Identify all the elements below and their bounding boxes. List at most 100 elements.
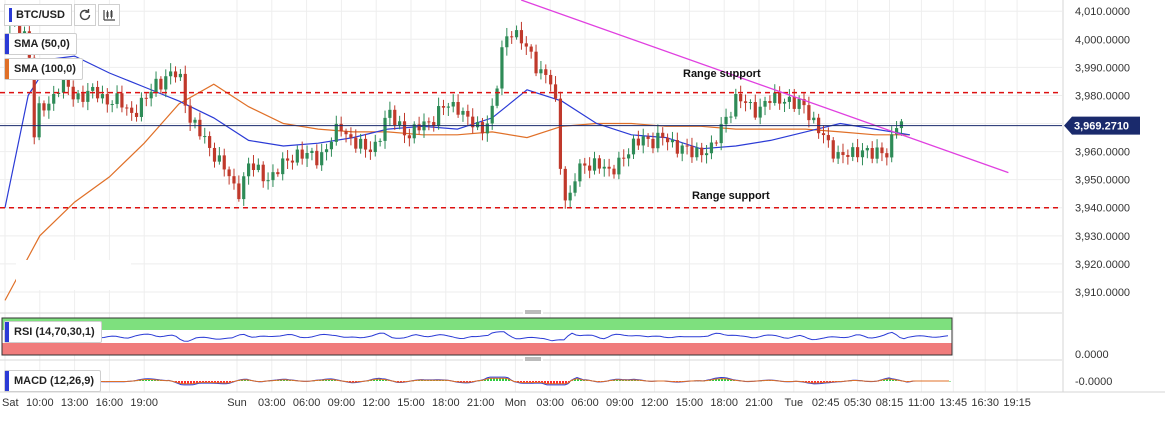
macd-histogram-bar — [196, 381, 198, 384]
descending-trendline[interactable] — [520, 0, 1009, 174]
candle — [729, 111, 733, 124]
macd-histogram-bar — [484, 379, 486, 381]
candle-body — [885, 153, 889, 158]
price-tick-label: 3,910.0000 — [1075, 287, 1130, 299]
candle — [646, 133, 650, 147]
candle-body — [354, 137, 358, 149]
candle — [295, 145, 299, 166]
candle-body — [763, 100, 767, 107]
candle — [510, 31, 514, 44]
candle-body — [188, 105, 192, 123]
macd-histogram-bar — [817, 381, 819, 384]
candle — [222, 148, 226, 177]
candle — [899, 118, 904, 136]
macd-histogram-bar — [718, 378, 720, 381]
candle — [607, 158, 611, 177]
candle — [320, 143, 324, 171]
candle-body — [851, 147, 855, 157]
candlestick-icon[interactable] — [97, 4, 120, 26]
rsi-resize-handle[interactable] — [523, 309, 543, 315]
candle — [412, 121, 416, 144]
candle-body — [753, 102, 757, 118]
candle — [485, 115, 489, 142]
candle-body — [461, 110, 465, 115]
rsi-indicator-button[interactable]: RSI (14,70,30,1) — [4, 321, 102, 343]
lower-support-annotation: Range support — [692, 190, 770, 202]
candle-body — [480, 122, 485, 134]
candle-body — [281, 158, 285, 175]
candle-body — [870, 148, 874, 159]
candle-body — [724, 116, 728, 125]
time-tick-label: 16:00 — [96, 397, 124, 409]
candle — [115, 85, 119, 109]
candle — [305, 145, 309, 167]
macd-histogram-bar — [814, 381, 816, 384]
symbol-label: BTC/USD — [16, 9, 65, 21]
time-tick-label: 15:00 — [676, 397, 704, 409]
candle-body — [471, 116, 475, 128]
upper-support-annotation: Range support — [683, 68, 761, 80]
macd-histogram-bar — [193, 381, 195, 384]
price-tick-label: 3,940.0000 — [1075, 203, 1130, 215]
candle-body — [695, 147, 699, 158]
candle-body — [529, 46, 533, 52]
candle — [130, 101, 134, 121]
macd-histogram-bar — [220, 381, 222, 383]
candle — [675, 132, 679, 158]
price-tick-label: 3,950.0000 — [1075, 175, 1130, 187]
sma100-indicator-button[interactable]: SMA (100,0) — [4, 58, 83, 80]
candle-body — [208, 136, 212, 148]
macd-histogram-bar — [580, 379, 582, 381]
candle-body — [398, 121, 402, 126]
price-tick-label: 3,980.0000 — [1075, 90, 1130, 102]
candle — [539, 60, 543, 80]
sma50-indicator-button[interactable]: SMA (50,0) — [4, 33, 77, 55]
candle-body — [100, 94, 105, 99]
time-tick-label: 05:30 — [844, 397, 872, 409]
candle — [441, 99, 446, 116]
refresh-icon[interactable] — [73, 4, 96, 26]
candle-body — [651, 138, 655, 149]
macd-histogram-bar — [541, 381, 543, 383]
candle — [91, 83, 95, 99]
candle-body — [232, 176, 236, 184]
macd-histogram-bar — [502, 378, 504, 381]
candle-body — [690, 146, 694, 158]
candle-body — [714, 142, 718, 144]
candle-body — [407, 135, 411, 139]
candle-body — [144, 97, 148, 99]
macd-histogram-bar — [553, 381, 555, 384]
candle-body — [266, 180, 270, 182]
candle — [183, 65, 187, 114]
candle-body — [524, 43, 528, 47]
candle-body — [339, 123, 343, 132]
symbol-button[interactable]: BTC/USD — [4, 4, 72, 26]
time-tick-label: 09:00 — [606, 397, 634, 409]
time-tick-label: 21:00 — [467, 397, 495, 409]
candle-body — [383, 117, 387, 141]
time-tick-label: 15:00 — [397, 397, 425, 409]
candle — [217, 147, 221, 165]
candle — [514, 25, 519, 40]
candle-body — [592, 158, 597, 171]
macd-histogram-bar — [202, 381, 204, 383]
candle-body — [636, 138, 640, 146]
candle — [427, 117, 431, 131]
candle-body — [451, 101, 455, 107]
candle — [169, 63, 173, 85]
macd-resize-handle[interactable] — [523, 356, 543, 362]
macd-histogram-bar — [547, 381, 549, 384]
candle-body — [344, 131, 348, 135]
macd-indicator-button[interactable]: MACD (12,26,9) — [4, 370, 102, 392]
price-tick-label: 3,990.0000 — [1075, 62, 1130, 74]
time-tick-label: 11:00 — [908, 397, 935, 409]
candle-body — [324, 149, 329, 153]
sma100-swatch — [5, 59, 9, 79]
rsi-oversold-zone — [2, 343, 952, 355]
candlestick-series — [8, 8, 904, 209]
candle — [505, 27, 509, 56]
candle-body — [81, 93, 85, 102]
candle — [860, 143, 865, 166]
macd-histogram-bar — [820, 381, 822, 383]
